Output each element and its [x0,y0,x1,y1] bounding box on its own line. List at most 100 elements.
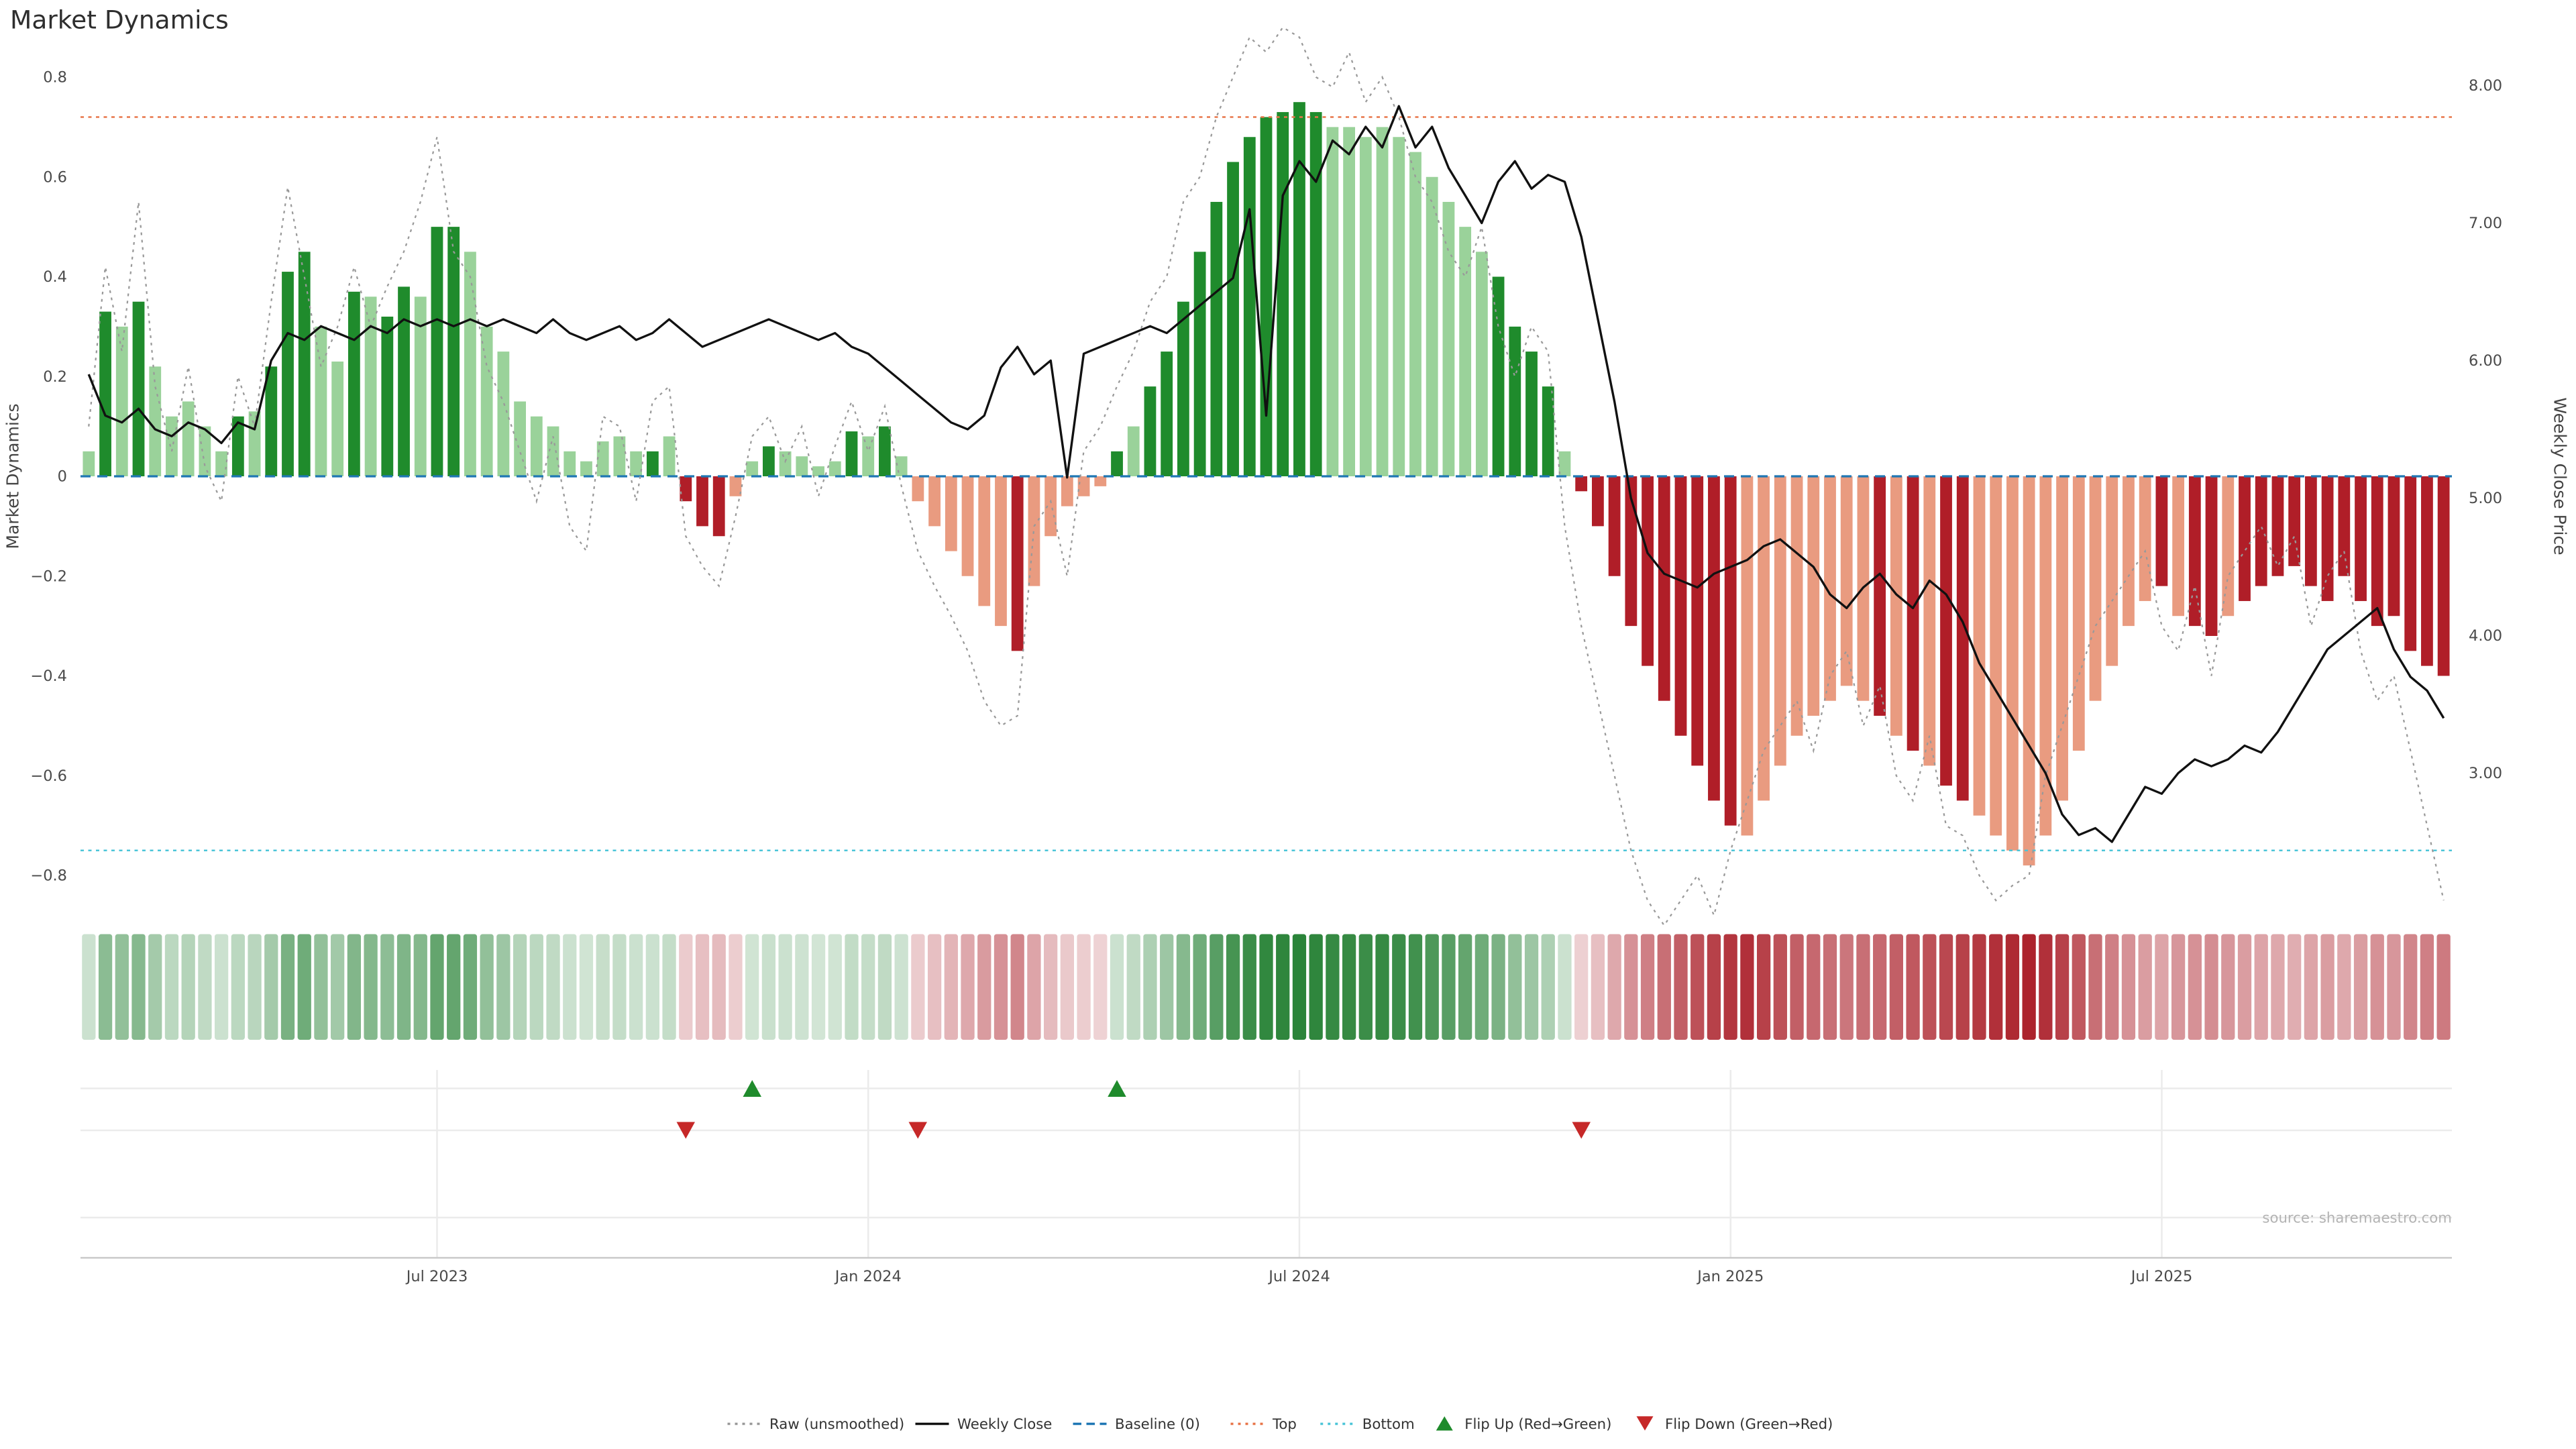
heatmap-cell [1657,934,1671,1040]
dynamics-bar [1774,476,1786,766]
heatmap-cell [248,934,262,1040]
dynamics-bar [680,476,692,502]
heatmap-cell [1839,934,1854,1040]
dynamics-bar [480,326,493,476]
dynamics-bar [514,401,526,477]
heatmap-cell [1126,934,1140,1040]
heatmap-cell [1591,934,1605,1040]
dynamics-bar [596,441,609,477]
heatmap-cell [1823,934,1837,1040]
dynamics-bar [1277,112,1289,476]
heatmap-cell [778,934,792,1040]
dynamics-bar [231,416,244,476]
heatmap-cell [1807,934,1821,1040]
dynamics-bar [1990,476,2002,836]
heatmap-cell [828,934,842,1040]
dynamics-bar [2172,476,2185,616]
heatmap-cell [1093,934,1108,1040]
heatmap-cell [2204,934,2218,1040]
heatmap-cell [1790,934,1804,1040]
heatmap-cell [480,934,494,1040]
heatmap-cell [164,934,179,1040]
heatmap-cell [2105,934,2119,1040]
x-tick-label: Jan 2025 [1696,1268,1764,1285]
heatmap-cell [1408,934,1423,1040]
heatmap-cell [115,934,129,1040]
dynamics-bar [547,426,559,476]
heatmap-cell [1242,934,1256,1040]
heatmap-cell [1193,934,1207,1040]
dynamics-bar [961,476,974,576]
heatmap-cell [662,934,676,1040]
right-tick-label: 4.00 [2469,627,2502,645]
dynamics-bar [1376,127,1389,476]
heatmap-cell [1524,934,1539,1040]
dynamics-bar [1625,476,1638,627]
heatmap-cell [1491,934,1505,1040]
dynamics-bar [978,476,991,606]
legend-item: Baseline (0) [1073,1416,1200,1433]
dynamics-bar [2039,476,2052,836]
heatmap-cell [1574,934,1589,1040]
heatmap-cell [529,934,543,1040]
heatmap-cell [2304,934,2318,1040]
heatmap-cell [1010,934,1024,1040]
dynamics-bar [1028,476,1040,586]
heatmap-cell [1674,934,1688,1040]
legend: Raw (unsmoothed) Weekly Close Baseline (0)… [727,1416,1833,1433]
dynamics-bar [2271,476,2284,576]
dynamics-bar [1658,476,1670,701]
heatmap-cell [331,934,345,1040]
heatmap-cell [612,934,627,1040]
dynamics-bar [215,451,228,477]
legend-label: Flip Up (Red→Green) [1464,1416,1611,1433]
dynamics-bar [1940,476,1952,786]
heatmap-cell [1972,934,1986,1040]
dynamics-bar [99,311,111,476]
dynamics-bar [1674,476,1687,736]
heatmap-cell [2221,934,2235,1040]
flip-up-icon [1436,1416,1453,1431]
heatmap-cell [1707,934,1721,1040]
heatmap-cell [695,934,710,1040]
dynamics-bar [1890,476,1902,736]
heatmap-cell [1027,934,1041,1040]
heatmap-cell [1939,934,1953,1040]
dynamics-bar [2404,476,2417,651]
dynamics-bar [1426,176,1438,476]
dynamics-bar [613,436,626,476]
dynamics-bar [331,361,344,476]
left-tick-label: 0.6 [43,168,67,186]
dynamics-bar [1177,301,1189,477]
dynamics-bar [447,227,460,476]
dynamics-bar [2155,476,2168,586]
left-tick-label: 0.8 [43,69,67,87]
flip-up-marker [743,1080,761,1097]
heatmap-cell [596,934,610,1040]
heatmap-cell [927,934,942,1040]
dynamics-bar [2321,476,2334,601]
dynamics-bar [2437,476,2450,676]
heatmap-cell [181,934,195,1040]
heatmap-cell [1309,934,1323,1040]
dynamics-bar [663,436,676,476]
dynamics-bar [696,476,708,527]
dynamics-bar [398,286,410,476]
close-line [87,105,2445,843]
dynamics-bar [1509,326,1521,476]
dynamics-bar [845,431,858,476]
dynamics-bars [83,102,2450,866]
heatmap-cell [1292,934,1307,1040]
heatmap-cell [679,934,693,1040]
heatmap-cell [1259,934,1273,1040]
dynamics-bar [2139,476,2151,601]
dynamics-bar [646,451,659,477]
heatmap-cell [1458,934,1472,1040]
heatmap-cell [1392,934,1406,1040]
dynamics-bar [2387,476,2400,616]
heatmap-cell [2420,934,2434,1040]
dynamics-bar [115,326,128,476]
heatmap-strip [82,934,2451,1040]
legend-item: Weekly Close [915,1416,1052,1433]
